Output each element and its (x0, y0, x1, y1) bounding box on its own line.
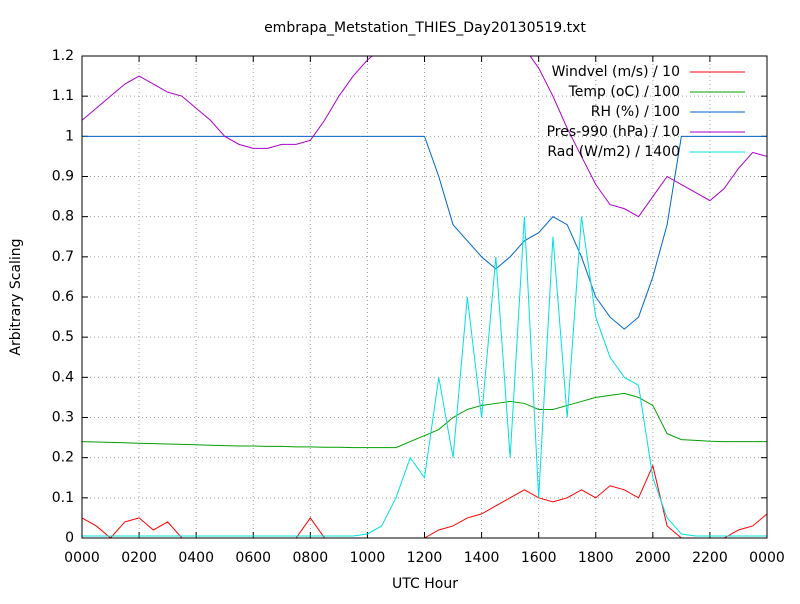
y-tick-label: 0.2 (52, 450, 74, 466)
legend-label: Pres-990 (hPa) / 10 (547, 124, 680, 140)
y-tick-label: 0.4 (52, 369, 74, 385)
x-tick-label: 0200 (121, 550, 157, 566)
x-tick-label: 0600 (235, 550, 271, 566)
y-tick-label: 0.7 (52, 249, 74, 265)
legend-label: RH (%) / 100 (591, 104, 680, 120)
series-line (82, 56, 767, 218)
x-tick-label: 0000 (749, 550, 785, 566)
y-tick-label: 1.1 (52, 88, 74, 104)
y-tick-label: 0.1 (52, 490, 74, 506)
x-tick-label: 1400 (464, 550, 500, 566)
plot-area (82, 56, 767, 538)
x-tick-label: 1000 (350, 550, 386, 566)
y-axis-label: Arbitrary Scaling (8, 238, 24, 355)
y-tick-label: 0.8 (52, 209, 74, 225)
x-tick-label: 2000 (635, 550, 671, 566)
legend: Windvel (m/s) / 10 Temp (oC) / 100 RH (%) … (547, 64, 745, 160)
series-line (82, 464, 767, 538)
series-line (82, 392, 767, 449)
y-tick-label: 0.9 (52, 169, 74, 185)
chart-title: embrapa_Metstation_THIES_Day20130519.txt (264, 20, 586, 36)
x-tick-label: 1800 (578, 550, 614, 566)
x-tick-label: 0400 (178, 550, 214, 566)
y-tick-label: 1.2 (52, 48, 74, 64)
y-tick-label: 0.5 (52, 329, 74, 345)
plot-border (81, 55, 768, 539)
y-tick-label: 0 (65, 530, 74, 546)
y-tick-label: 1 (65, 128, 74, 144)
x-tick-label: 0000 (64, 550, 100, 566)
series-line (82, 135, 767, 330)
x-tick-label: 1600 (521, 550, 557, 566)
y-tick-label: 0.3 (52, 410, 74, 426)
x-tick-label: 2200 (692, 550, 728, 566)
legend-label: Windvel (m/s) / 10 (552, 64, 680, 80)
legend-label: Temp (oC) / 100 (568, 84, 680, 100)
series-line (82, 216, 767, 537)
x-tick-label: 0800 (293, 550, 329, 566)
y-tick-label: 0.6 (52, 289, 74, 305)
x-tick-label: 1200 (407, 550, 443, 566)
legend-label: Rad (W/m2) / 1400 (547, 144, 680, 160)
x-axis-label: UTC Hour (392, 576, 458, 592)
